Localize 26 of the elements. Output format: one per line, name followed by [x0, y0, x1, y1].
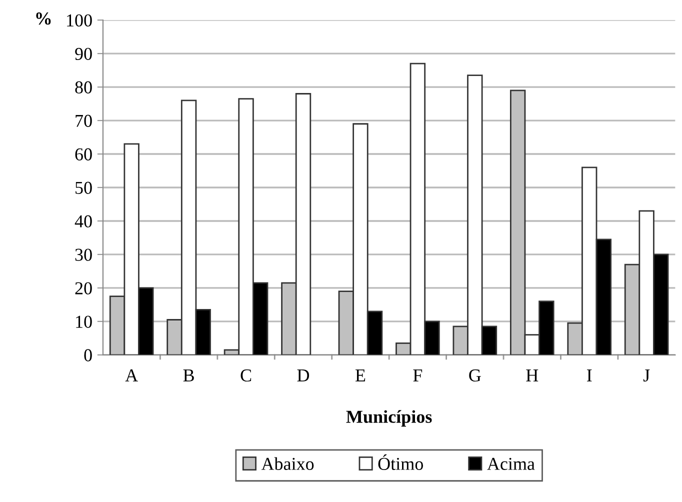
y-tick-label: 50	[76, 182, 92, 194]
y-tick-label: 70	[76, 114, 92, 127]
x-tick-label: J	[643, 370, 650, 382]
x-tick-label: C	[240, 369, 252, 382]
y-tick-label: 60	[75, 148, 92, 160]
x-tick-label: A	[125, 369, 138, 382]
legend-label: Acima	[487, 458, 535, 470]
y-tick-label: 40	[74, 215, 92, 228]
x-tick-label: H	[526, 370, 538, 382]
y-tick-label: 0	[84, 349, 92, 362]
y-tick-label: 100	[67, 14, 92, 27]
y-axis-title: %	[36, 12, 51, 25]
x-tick-label: E	[355, 370, 366, 382]
x-tick-label: D	[297, 370, 310, 382]
y-tick-label: 20	[75, 282, 92, 294]
x-tick-label: I	[586, 370, 592, 382]
legend-label: Abaixo	[261, 457, 314, 470]
y-tick-label: 30	[75, 248, 92, 261]
legend-label: Ótimo	[378, 454, 424, 470]
y-tick-label: 90	[75, 48, 92, 60]
x-tick-label: G	[469, 369, 481, 382]
x-tick-label: F	[413, 370, 422, 382]
y-tick-label: 10	[76, 316, 92, 328]
x-tick-label: B	[183, 370, 194, 382]
x-axis-title: Municípios	[346, 410, 432, 427]
y-tick-label: 80	[75, 81, 92, 94]
